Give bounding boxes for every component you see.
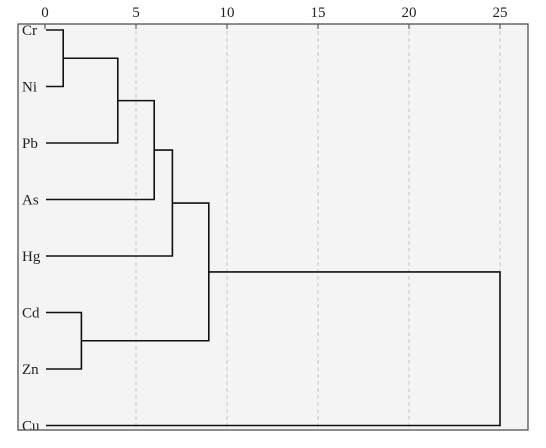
x-tick-label: 20 <box>402 5 417 21</box>
x-tick-label: 10 <box>220 5 235 21</box>
x-tick-label: 15 <box>311 5 326 21</box>
leaf-label: Hg <box>22 249 41 265</box>
plot-frame <box>17 23 529 431</box>
plot-area <box>18 24 528 430</box>
leaf-label: Zn <box>22 362 39 378</box>
x-tick-label: 5 <box>132 5 140 21</box>
leaf-label: Cr <box>22 23 37 39</box>
x-axis-ticks: 0 5 10 15 20 25 <box>41 5 508 29</box>
leaf-label: Cu <box>22 419 40 435</box>
leaf-label: Cd <box>22 306 40 322</box>
x-tick-label: 0 <box>41 5 49 21</box>
dendrogram-links <box>46 29 501 427</box>
x-tick-label: 25 <box>493 5 508 21</box>
dendrogram-link <box>46 271 501 427</box>
leaf-label: As <box>22 193 39 209</box>
leaf-label: Ni <box>22 80 37 96</box>
leaf-label: Pb <box>22 136 38 152</box>
leaf-labels: Cr Ni Pb As Hg Cd Zn Cu <box>22 23 41 435</box>
